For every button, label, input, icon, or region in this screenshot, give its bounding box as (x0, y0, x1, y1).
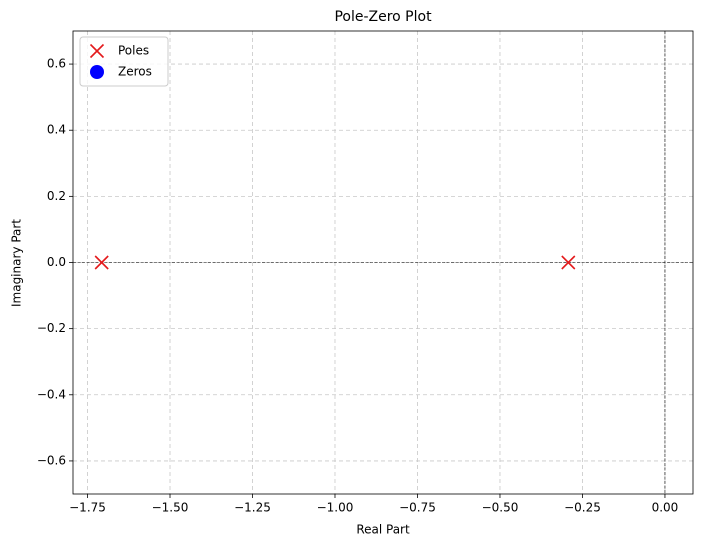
y-tick-label: 0.4 (47, 123, 66, 137)
legend-marker (90, 65, 104, 79)
y-tick-label: −0.4 (37, 387, 66, 401)
x-tick-label: −0.75 (399, 501, 436, 515)
data-point (561, 255, 576, 270)
x-tick-label: −1.25 (234, 501, 271, 515)
y-tick-label: 0.0 (47, 255, 66, 269)
x-tick-label: −0.25 (564, 501, 601, 515)
x-axis-label: Real Part (356, 523, 410, 537)
y-tick-label: 0.2 (47, 189, 66, 203)
x-tick-label: −1.50 (152, 501, 189, 515)
x-tick-label: −1.00 (317, 501, 354, 515)
data-point (94, 255, 109, 270)
y-tick-label: −0.6 (37, 453, 66, 467)
axes-frame (72, 30, 694, 495)
x-tick-label: −1.75 (69, 501, 106, 515)
chart-title: Pole-Zero Plot (334, 9, 432, 25)
x-tick-label: 0.00 (652, 501, 679, 515)
y-tick-label: 0.6 (47, 57, 66, 71)
y-axis-label: Imaginary Part (10, 219, 24, 307)
x-tick-label: −0.50 (482, 501, 519, 515)
y-tick-label: −0.2 (37, 321, 66, 335)
legend-label: Zeros (118, 65, 152, 79)
legend-label: Poles (118, 44, 149, 58)
legend-marker (89, 43, 105, 59)
